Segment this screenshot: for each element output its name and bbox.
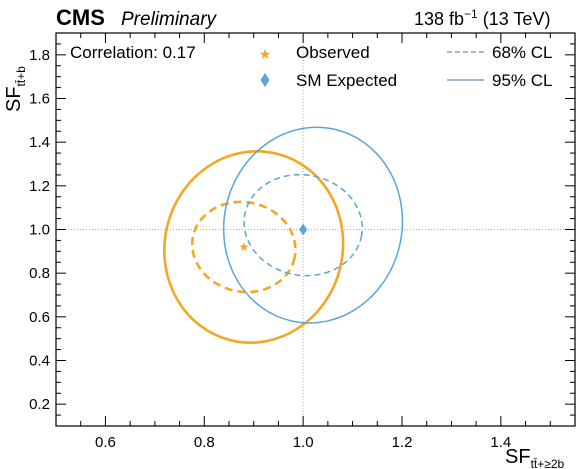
y-tick-label: 0.8 [29, 265, 50, 282]
y-axis-label: SFtt̄+b [3, 66, 28, 112]
x-tick-label: 1.2 [392, 434, 413, 451]
legend-observed-label: Observed [296, 43, 370, 62]
correlation-label: Correlation: 0.17 [70, 43, 196, 62]
expected-95cl-contour [222, 126, 404, 324]
y-tick-label: 1.2 [29, 178, 50, 195]
observed-95cl-contour [163, 150, 345, 344]
legend-expected-label: SM Expected [296, 71, 397, 90]
point-group: ★ [238, 223, 308, 254]
x-tick-label: 1.0 [293, 434, 314, 451]
tick-group: 0.6 0.8 1.0 1.2 1.4 0.2 0.4 0.6 0.8 1.0 1.2 1.4 1.6 1… [29, 32, 576, 451]
y-tick-label: 1.8 [29, 47, 50, 64]
x-tick-label: 0.6 [95, 434, 116, 451]
x-tick-label: 1.4 [490, 434, 511, 451]
legend-68cl-label: 68% CL [492, 43, 552, 62]
contour-group [163, 126, 404, 344]
status-label: Preliminary [121, 9, 218, 30]
y-tick-label: 0.4 [29, 353, 50, 370]
y-tick-label: 0.6 [29, 309, 50, 326]
luminosity-label: 138 fb−1 (13 TeV) [414, 7, 550, 29]
reference-lines [56, 33, 575, 426]
observed-point: ★ [238, 240, 249, 254]
expected-point [299, 223, 308, 236]
legend-observed-marker: ★ [259, 46, 272, 62]
y-tick-label: 0.2 [29, 396, 50, 413]
x-tick-label: 0.8 [194, 434, 215, 451]
observed-68cl-contour [190, 200, 297, 294]
legend-95cl-label: 95% CL [492, 71, 552, 90]
y-tick-label: 1.0 [29, 222, 50, 239]
experiment-label: CMS [56, 5, 105, 30]
expected-68cl-contour [243, 173, 363, 277]
y-tick-label: 1.6 [29, 91, 50, 108]
y-tick-label: 1.4 [29, 134, 50, 151]
legend-expected-marker [260, 73, 270, 87]
legend: ★ Observed SM Expected 68% CL 95% CL [259, 43, 553, 90]
x-axis-label: SFtt̄+≥2b [505, 446, 564, 469]
